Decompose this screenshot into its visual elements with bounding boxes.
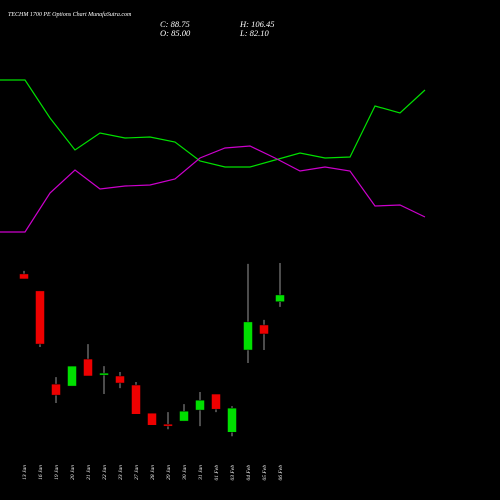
x-tick-label: 16 Jan [38,465,44,480]
candle-body [227,407,237,433]
x-tick-label: 27 Jan [134,465,140,480]
x-tick-label: 22 Jan [102,465,108,480]
candle-body [83,358,93,377]
open-label: O: 85.00 [160,28,191,38]
candle-body [51,383,61,396]
candle-body [35,290,45,345]
x-tick-label: 21 Jan [86,465,92,480]
high-label: H: 106.45 [239,19,274,29]
candle-body [67,365,77,387]
x-tick-label: 13 Jan [22,465,28,480]
low-label: L: 82.10 [239,28,270,38]
x-tick-label: 20 Jan [70,465,76,480]
x-tick-label: 05 Feb [262,465,268,481]
candle-body [19,273,29,280]
x-tick-label: 06 Feb [278,465,284,481]
candle-body [99,372,109,376]
chart-title: TECHM 1700 PE Options Chart MunafaSutra.… [8,11,132,18]
line-series [0,79,426,168]
candle-body [179,410,189,422]
candle-body [275,294,285,302]
line-series [0,145,426,233]
candle-body [195,399,205,411]
candle-body [243,321,253,351]
x-tick-label: 29 Jan [166,465,172,480]
candle-body [259,324,269,335]
x-tick-label: 04 Feb [245,465,252,481]
candle-body [131,384,141,415]
x-tick-label: 30 Jan [182,465,188,481]
candle-body [147,412,157,426]
candle-body [211,393,221,410]
candle-body [115,375,125,384]
candle-body [163,423,173,427]
x-tick-label: 19 Jan [54,465,60,480]
x-tick-label: 01 Feb [214,465,220,481]
close-label: C: 88.75 [160,19,190,29]
x-tick-label: 23 Jan [118,465,124,480]
x-tick-label: 31 Jan [198,465,204,481]
x-tick-label: 28 Jan [150,465,156,480]
x-tick-label: 03 Feb [230,465,236,481]
